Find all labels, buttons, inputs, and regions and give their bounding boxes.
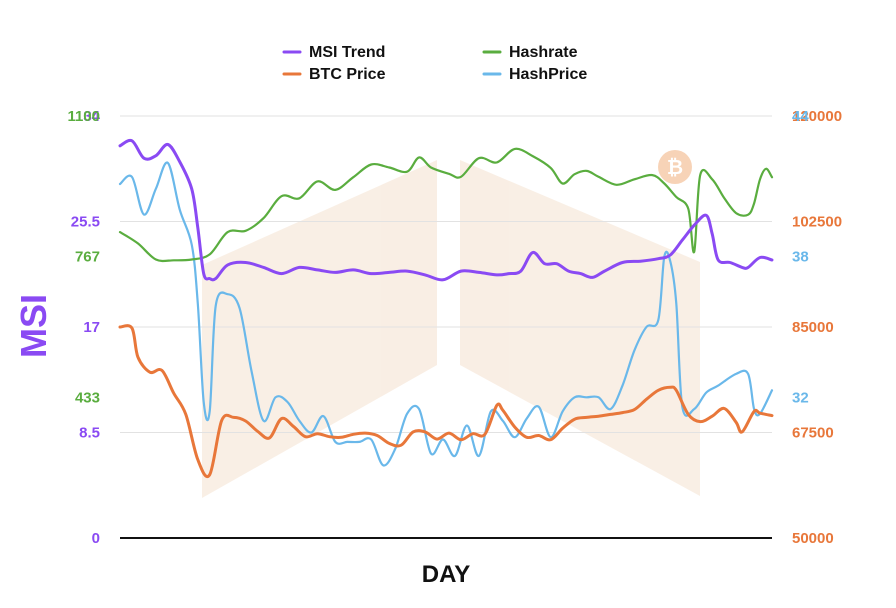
series-line-msi — [118, 138, 774, 282]
right-axis-ticks: 50000 67500 85000 102500 120000 32 38 44 — [792, 108, 842, 547]
legend-label-msi: MSI Trend — [309, 44, 385, 61]
legend-item-msi: MSI Trend — [282, 44, 385, 61]
tick-label-msi: 0 — [92, 530, 100, 547]
tick-label-btc: 120000 — [792, 108, 842, 125]
series-line-btc — [118, 324, 774, 479]
legend: MSI Trend BTC Price Hashrate HashPrice — [282, 44, 587, 83]
tick-label-hashprice: 44 — [792, 108, 809, 125]
tick-label-btc: 50000 — [792, 530, 834, 547]
tick-label-msi: 34 — [83, 108, 100, 125]
legend-label-hashprice: HashPrice — [509, 66, 587, 83]
watermark — [202, 160, 700, 498]
tick-label-btc: 102500 — [792, 214, 842, 231]
tick-label-msi: 25.5 — [71, 214, 100, 231]
legend-label-btc: BTC Price — [309, 66, 386, 83]
tick-label-hashrate: 767 — [75, 249, 100, 266]
legend-item-btc: BTC Price — [282, 66, 386, 83]
series-line-hashprice — [118, 161, 774, 467]
left-axis-ticks: 0 8.5 17 25.5 34 433 767 1100 — [67, 108, 100, 547]
tick-label-hashprice: 38 — [792, 249, 809, 266]
legend-item-hashrate: Hashrate — [482, 44, 578, 61]
tick-label-hashrate: 433 — [75, 389, 100, 406]
tick-label-btc: 67500 — [792, 425, 834, 442]
legend-label-hashrate: Hashrate — [509, 44, 578, 61]
x-axis-label: DAY — [422, 561, 470, 588]
tick-label-msi: 8.5 — [79, 425, 100, 442]
legend-item-hashprice: HashPrice — [482, 66, 587, 83]
tick-label-hashprice: 32 — [792, 389, 809, 406]
tick-label-msi: 17 — [83, 319, 100, 336]
series-line-hashrate — [118, 147, 774, 263]
tick-label-btc: 85000 — [792, 319, 834, 336]
series-group — [118, 138, 774, 479]
bitcoin-logo-icon: ₿ — [658, 150, 692, 184]
svg-text:₿: ₿ — [667, 157, 683, 179]
y-axis-label: MSI — [13, 294, 54, 358]
tick-label-hashrate: 1100 — [67, 108, 100, 125]
